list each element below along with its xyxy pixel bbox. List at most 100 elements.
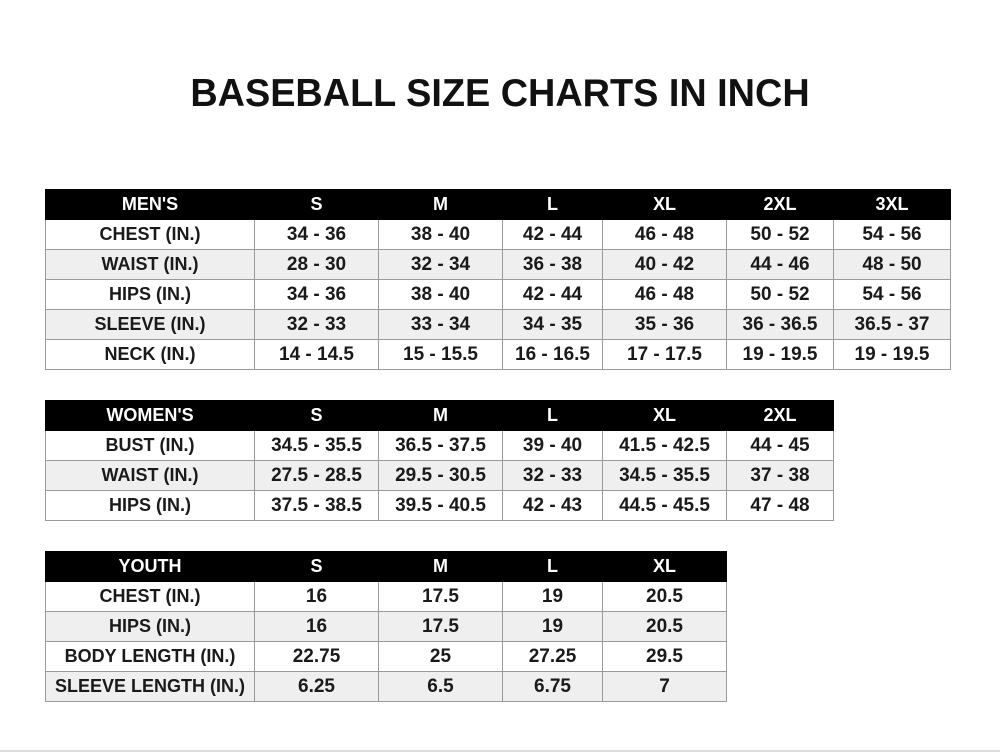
measurement-value: 34 - 35 — [502, 309, 603, 340]
measurement-label: HIPS (IN.) — [45, 490, 255, 521]
header-row: WOMEN'S S M L XL 2XL — [45, 400, 834, 431]
divider — [0, 750, 1000, 752]
measurement-label: HIPS (IN.) — [45, 611, 255, 642]
size-column-header: S — [254, 400, 379, 431]
measurement-value: 37.5 - 38.5 — [254, 490, 379, 521]
table-title: YOUTH — [45, 551, 255, 582]
size-column-header: XL — [602, 551, 727, 582]
measurement-value: 34.5 - 35.5 — [602, 460, 727, 491]
measurement-value: 33 - 34 — [378, 309, 503, 340]
measurement-label: CHEST (IN.) — [45, 219, 255, 250]
table-row: HIPS (IN.) 34 - 36 38 - 40 42 - 44 46 - 48 50… — [45, 279, 951, 310]
measurement-value: 41.5 - 42.5 — [602, 430, 727, 461]
measurement-value: 19 - 19.5 — [726, 339, 834, 370]
measurement-value: 32 - 33 — [254, 309, 379, 340]
table-row: CHEST (IN.) 34 - 36 38 - 40 42 - 44 46 - 48 5… — [45, 219, 951, 250]
page-title: BASEBALL SIZE CHARTS IN INCH — [190, 72, 810, 115]
measurement-value: 29.5 — [602, 641, 727, 672]
measurement-value: 32 - 33 — [502, 460, 603, 491]
measurement-value: 39.5 - 40.5 — [378, 490, 503, 521]
womens-size-table: WOMEN'S S M L XL 2XL BUST (IN.) 34.5 - 35.5 36.5… — [45, 400, 834, 521]
size-column-header: XL — [602, 189, 727, 220]
measurement-value: 39 - 40 — [502, 430, 603, 461]
measurement-value: 15 - 15.5 — [378, 339, 503, 370]
measurement-value: 47 - 48 — [726, 490, 834, 521]
table-row: WAIST (IN.) 28 - 30 32 - 34 36 - 38 40 - 42 4… — [45, 249, 951, 280]
measurement-value: 37 - 38 — [726, 460, 834, 491]
measurement-value: 6.5 — [378, 671, 503, 702]
table-row: BUST (IN.) 34.5 - 35.5 36.5 - 37.5 39 - 40 4… — [45, 430, 834, 461]
table-row: CHEST (IN.) 16 17.5 19 20.5 — [45, 581, 727, 612]
size-column-header: M — [378, 551, 503, 582]
measurement-value: 54 - 56 — [833, 279, 951, 310]
measurement-value: 34 - 36 — [254, 219, 379, 250]
measurement-value: 46 - 48 — [602, 279, 727, 310]
size-column-header: XL — [602, 400, 727, 431]
table-row: NECK (IN.) 14 - 14.5 15 - 15.5 16 - 16.5 17 … — [45, 339, 951, 370]
measurement-label: NECK (IN.) — [45, 339, 255, 370]
measurement-value: 36.5 - 37 — [833, 309, 951, 340]
measurement-value: 17.5 — [378, 581, 503, 612]
youth-size-table: YOUTH S M L XL CHEST (IN.) 16 17.5 19 20.5 HIPS (I… — [45, 551, 727, 702]
measurement-value: 7 — [602, 671, 727, 702]
measurement-value: 25 — [378, 641, 503, 672]
measurement-label: BODY LENGTH (IN.) — [45, 641, 255, 672]
mens-size-table: MEN'S S M L XL 2XL 3XL CHEST (IN.) 34 - 36 38 - 4… — [45, 189, 951, 370]
measurement-value: 16 — [254, 581, 379, 612]
measurement-value: 17 - 17.5 — [602, 339, 727, 370]
measurement-label: SLEEVE LENGTH (IN.) — [45, 671, 255, 702]
table-title: WOMEN'S — [45, 400, 255, 431]
measurement-label: BUST (IN.) — [45, 430, 255, 461]
measurement-value: 28 - 30 — [254, 249, 379, 280]
measurement-value: 54 - 56 — [833, 219, 951, 250]
table-row: BODY LENGTH (IN.) 22.75 25 27.25 29.5 — [45, 641, 727, 672]
size-column-header: 3XL — [833, 189, 951, 220]
measurement-value: 44 - 46 — [726, 249, 834, 280]
size-column-header: S — [254, 551, 379, 582]
size-column-header: S — [254, 189, 379, 220]
measurement-value: 40 - 42 — [602, 249, 727, 280]
header-row: MEN'S S M L XL 2XL 3XL — [45, 189, 951, 220]
table-row: SLEEVE (IN.) 32 - 33 33 - 34 34 - 35 35 - 36… — [45, 309, 951, 340]
table-row: SLEEVE LENGTH (IN.) 6.25 6.5 6.75 7 — [45, 671, 727, 702]
table-row: HIPS (IN.) 16 17.5 19 20.5 — [45, 611, 727, 642]
measurement-value: 44.5 - 45.5 — [602, 490, 727, 521]
measurement-value: 36 - 36.5 — [726, 309, 834, 340]
measurement-label: HIPS (IN.) — [45, 279, 255, 310]
measurement-value: 36 - 38 — [502, 249, 603, 280]
measurement-value: 48 - 50 — [833, 249, 951, 280]
measurement-label: CHEST (IN.) — [45, 581, 255, 612]
table-title: MEN'S — [45, 189, 255, 220]
measurement-value: 19 — [502, 611, 603, 642]
table-row: HIPS (IN.) 37.5 - 38.5 39.5 - 40.5 42 - 43 4… — [45, 490, 834, 521]
measurement-value: 16 — [254, 611, 379, 642]
measurement-value: 27.25 — [502, 641, 603, 672]
size-column-header: 2XL — [726, 400, 834, 431]
measurement-label: SLEEVE (IN.) — [45, 309, 255, 340]
size-column-header: L — [502, 551, 603, 582]
measurement-value: 42 - 44 — [502, 279, 603, 310]
measurement-value: 16 - 16.5 — [502, 339, 603, 370]
size-column-header: L — [502, 400, 603, 431]
header-row: YOUTH S M L XL — [45, 551, 727, 582]
measurement-label: WAIST (IN.) — [45, 460, 255, 491]
measurement-value: 32 - 34 — [378, 249, 503, 280]
measurement-value: 22.75 — [254, 641, 379, 672]
measurement-value: 29.5 - 30.5 — [378, 460, 503, 491]
size-column-header: M — [378, 400, 503, 431]
measurement-value: 42 - 43 — [502, 490, 603, 521]
measurement-value: 38 - 40 — [378, 219, 503, 250]
measurement-value: 14 - 14.5 — [254, 339, 379, 370]
size-column-header: M — [378, 189, 503, 220]
measurement-value: 36.5 - 37.5 — [378, 430, 503, 461]
measurement-value: 19 — [502, 581, 603, 612]
measurement-value: 27.5 - 28.5 — [254, 460, 379, 491]
measurement-value: 38 - 40 — [378, 279, 503, 310]
table-row: WAIST (IN.) 27.5 - 28.5 29.5 - 30.5 32 - 33… — [45, 460, 834, 491]
measurement-value: 34 - 36 — [254, 279, 379, 310]
measurement-value: 50 - 52 — [726, 219, 834, 250]
measurement-value: 42 - 44 — [502, 219, 603, 250]
measurement-value: 34.5 - 35.5 — [254, 430, 379, 461]
measurement-value: 46 - 48 — [602, 219, 727, 250]
measurement-value: 44 - 45 — [726, 430, 834, 461]
